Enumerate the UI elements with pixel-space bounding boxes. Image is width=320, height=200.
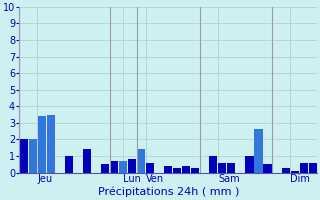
Bar — [300, 163, 308, 173]
Bar — [38, 116, 46, 173]
Bar — [291, 171, 299, 173]
Bar — [191, 168, 199, 173]
Bar — [65, 156, 73, 173]
Bar — [282, 168, 290, 173]
Bar — [164, 166, 172, 173]
Bar — [110, 161, 118, 173]
Bar — [218, 163, 227, 173]
Bar — [137, 149, 145, 173]
Bar — [101, 164, 109, 173]
Bar — [173, 168, 181, 173]
Bar — [146, 163, 154, 173]
Bar — [209, 156, 217, 173]
Bar — [83, 149, 91, 173]
Bar — [29, 139, 37, 173]
X-axis label: Précipitations 24h ( mm ): Précipitations 24h ( mm ) — [98, 187, 239, 197]
Bar — [309, 163, 317, 173]
Bar — [20, 139, 28, 173]
Bar — [263, 164, 272, 173]
Bar — [128, 159, 136, 173]
Bar — [182, 166, 190, 173]
Bar — [228, 163, 236, 173]
Bar — [47, 115, 55, 173]
Bar — [254, 129, 263, 173]
Bar — [119, 161, 127, 173]
Bar — [245, 156, 253, 173]
